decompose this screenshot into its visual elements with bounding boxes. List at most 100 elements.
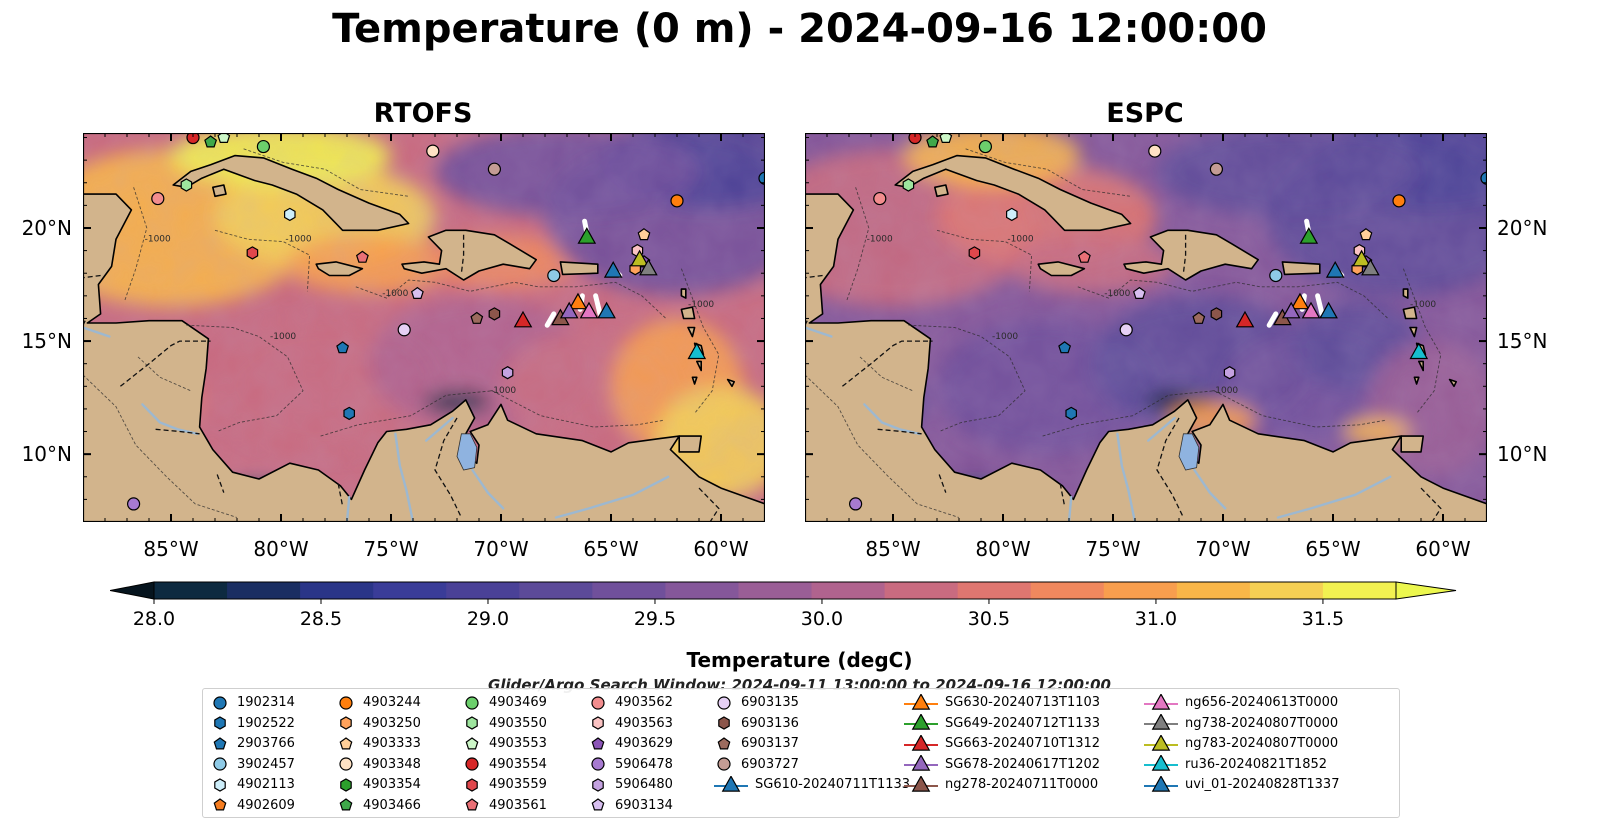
legend-marker-icon[interactable] xyxy=(466,777,478,792)
obs-marker-6903137[interactable] xyxy=(1192,311,1206,324)
legend-marker-icon[interactable] xyxy=(1151,755,1171,771)
obs-marker-4902113[interactable] xyxy=(284,207,296,222)
obs-marker-4903348[interactable] xyxy=(426,144,440,158)
obs-marker-4903553[interactable] xyxy=(217,133,231,143)
legend-marker-icon[interactable] xyxy=(591,736,605,749)
obs-marker-ng738-20240807T0000[interactable] xyxy=(1361,258,1380,276)
legend-marker-icon[interactable] xyxy=(591,757,605,771)
legend-marker-icon[interactable] xyxy=(339,736,353,749)
obs-marker-4903561[interactable] xyxy=(355,250,369,263)
obs-marker-SG630-20240713T1103[interactable] xyxy=(568,292,588,310)
rtofs-temperature-map[interactable]: -1000 -1000 -1000 -1000 -1000 -1000 xyxy=(83,133,765,522)
obs-marker-4903562[interactable] xyxy=(873,191,887,206)
legend-marker-icon[interactable] xyxy=(465,736,479,749)
obs-marker-ng656-20240613T0000[interactable] xyxy=(1301,301,1321,319)
legend-marker-icon[interactable] xyxy=(911,714,931,730)
obs-marker-6903136[interactable] xyxy=(488,307,501,321)
obs-marker-ru36-20240821T1852[interactable] xyxy=(687,342,707,360)
obs-marker-4903333[interactable] xyxy=(1359,228,1373,241)
legend-marker-icon[interactable] xyxy=(592,777,604,792)
obs-marker-4903550[interactable] xyxy=(902,178,915,192)
obs-marker-4903348[interactable] xyxy=(1148,144,1162,158)
obs-marker-ng783-20240807T0000[interactable] xyxy=(1352,249,1371,267)
obs-marker-4903469[interactable] xyxy=(978,139,992,154)
obs-marker-4903244[interactable] xyxy=(1392,194,1406,208)
obs-marker-4903553[interactable] xyxy=(939,133,953,143)
obs-marker-4903559[interactable] xyxy=(246,246,259,260)
obs-marker-1902314[interactable] xyxy=(1480,171,1487,185)
legend-marker-icon[interactable] xyxy=(339,695,353,710)
obs-marker-1902522[interactable] xyxy=(343,406,355,421)
legend-marker-icon[interactable] xyxy=(465,757,479,771)
obs-marker-4903466[interactable] xyxy=(204,135,218,148)
obs-marker-uvi_01-20240828T1337[interactable] xyxy=(1319,301,1338,319)
obs-marker-6903137[interactable] xyxy=(470,311,484,324)
obs-marker-4903466[interactable] xyxy=(926,135,940,148)
obs-marker-uvi_01-20240828T1337[interactable] xyxy=(597,301,616,319)
obs-marker-6903135[interactable] xyxy=(397,323,411,337)
obs-marker-4903562[interactable] xyxy=(151,191,165,206)
legend-marker-icon[interactable] xyxy=(1151,693,1171,710)
obs-marker-SG630-20240713T1103[interactable] xyxy=(1290,292,1310,310)
obs-marker-ng783-20240807T0000[interactable] xyxy=(630,249,649,267)
obs-marker-6903136[interactable] xyxy=(1210,307,1223,321)
legend-marker-icon[interactable] xyxy=(911,755,931,771)
obs-marker-SG649-20240712T1133[interactable] xyxy=(1299,227,1319,244)
legend-marker-icon[interactable] xyxy=(717,736,731,749)
obs-marker-ng738-20240807T0000[interactable] xyxy=(639,258,658,276)
obs-marker-SG649-20240712T1133[interactable] xyxy=(577,227,597,244)
legend-marker-icon[interactable] xyxy=(591,798,605,811)
obs-marker-4903559[interactable] xyxy=(968,246,981,260)
legend-marker-icon[interactable] xyxy=(1151,714,1171,730)
obs-marker-4903333[interactable] xyxy=(637,228,651,241)
legend-marker-icon[interactable] xyxy=(213,757,227,771)
legend-marker-icon[interactable] xyxy=(465,798,479,811)
legend-marker-icon[interactable] xyxy=(1151,734,1171,751)
obs-marker-4903561[interactable] xyxy=(1077,250,1091,263)
obs-marker-6903727[interactable] xyxy=(487,162,501,176)
obs-marker-6903134[interactable] xyxy=(410,286,424,299)
legend-marker-icon[interactable] xyxy=(721,775,741,792)
obs-marker-3902457[interactable] xyxy=(1269,268,1283,283)
legend-marker-icon[interactable] xyxy=(717,757,731,771)
obs-marker-4903550[interactable] xyxy=(180,178,193,192)
obs-marker-SG663-20240710T1312[interactable] xyxy=(1235,310,1255,328)
obs-marker-6903134[interactable] xyxy=(1132,286,1146,299)
legend-marker-icon[interactable] xyxy=(339,798,353,811)
legend-marker-icon[interactable] xyxy=(466,716,478,730)
legend-marker-icon[interactable] xyxy=(214,777,226,792)
obs-marker-SG663-20240710T1312[interactable] xyxy=(513,310,533,328)
obs-marker-5906480[interactable] xyxy=(1223,366,1236,380)
legend-marker-icon[interactable] xyxy=(465,695,479,710)
obs-marker-SG678-20240617T1202[interactable] xyxy=(559,301,579,319)
legend-marker-icon[interactable] xyxy=(213,798,227,811)
obs-marker-SG678-20240617T1202[interactable] xyxy=(1281,301,1301,319)
legend-marker-icon[interactable] xyxy=(911,734,931,751)
legend-marker-icon[interactable] xyxy=(340,716,352,730)
legend-marker-icon[interactable] xyxy=(340,777,352,792)
legend-marker-icon[interactable] xyxy=(911,693,931,710)
obs-marker-1902314[interactable] xyxy=(758,171,765,185)
legend-marker-icon[interactable] xyxy=(718,716,730,730)
legend-marker-icon[interactable] xyxy=(1151,775,1171,792)
legend-marker-icon[interactable] xyxy=(213,695,227,710)
obs-marker-1902522[interactable] xyxy=(1065,406,1077,421)
obs-marker-SG610-20240711T1133[interactable] xyxy=(1325,260,1345,278)
espc-temperature-map[interactable]: -1000 -1000 -1000 -1000 -1000 -1000 xyxy=(805,133,1487,522)
obs-marker-ru36-20240821T1852[interactable] xyxy=(1409,342,1429,360)
legend-marker-icon[interactable] xyxy=(592,716,604,730)
obs-marker-4903554[interactable] xyxy=(908,133,922,145)
obs-marker-2903766[interactable] xyxy=(336,341,350,354)
legend-marker-icon[interactable] xyxy=(213,736,227,749)
legend-marker-icon[interactable] xyxy=(214,716,226,730)
obs-marker-5906480[interactable] xyxy=(501,366,514,380)
obs-marker-5906478[interactable] xyxy=(848,497,863,511)
legend-marker-icon[interactable] xyxy=(911,775,931,792)
legend-marker-icon[interactable] xyxy=(717,695,731,710)
obs-marker-5906478[interactable] xyxy=(126,497,141,511)
legend-marker-icon[interactable] xyxy=(339,757,353,771)
obs-marker-6903727[interactable] xyxy=(1209,162,1223,176)
legend-marker-icon[interactable] xyxy=(591,695,605,710)
obs-marker-SG610-20240711T1133[interactable] xyxy=(603,260,623,278)
obs-marker-4902113[interactable] xyxy=(1006,207,1018,222)
